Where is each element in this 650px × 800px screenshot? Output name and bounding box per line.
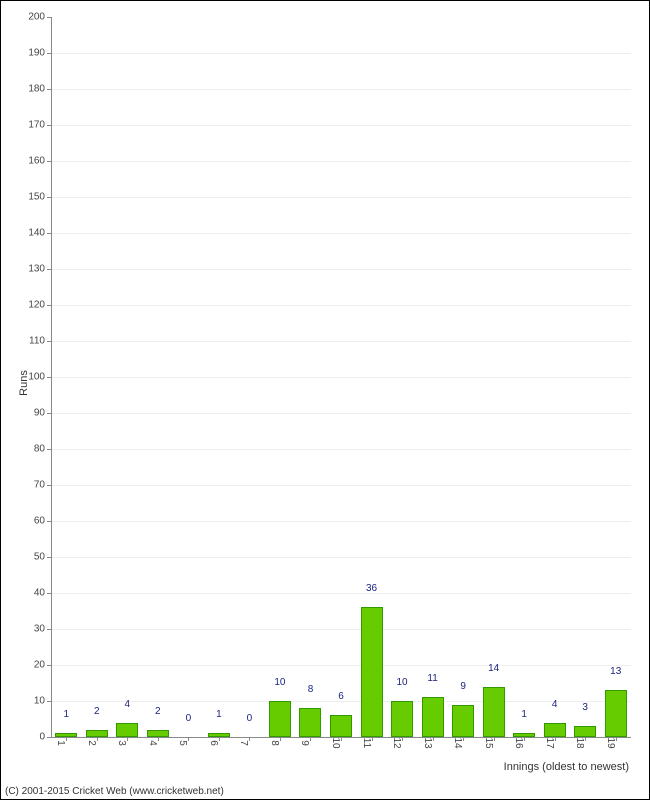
x-tick-label: 1 [55, 740, 66, 746]
y-axis-line [51, 17, 52, 737]
x-tick-label: 4 [147, 740, 158, 746]
bar-value-label: 6 [338, 691, 344, 702]
x-tick-label: 15 [483, 737, 494, 748]
bar-value-label: 11 [427, 673, 437, 684]
gridline [51, 521, 631, 522]
bar-value-label: 10 [396, 677, 407, 688]
bar-value-label: 0 [186, 713, 192, 724]
y-tick-label: 20 [34, 660, 45, 671]
x-tick-label: 16 [513, 737, 524, 748]
bar [483, 687, 505, 737]
bar [574, 726, 596, 737]
gridline [51, 377, 631, 378]
bar-value-label: 9 [460, 681, 466, 692]
x-tick-label: 8 [269, 740, 280, 746]
y-tick-label: 190 [28, 48, 45, 59]
bar [452, 705, 474, 737]
bar-value-label: 1 [521, 709, 527, 720]
plot-area: 0102030405060708090100110120130140150160… [51, 17, 631, 737]
x-tick-label: 17 [544, 737, 555, 748]
bar [269, 701, 291, 737]
bar-value-label: 0 [247, 713, 253, 724]
bar [544, 723, 566, 737]
y-axis-label: Runs [18, 370, 30, 396]
bar [391, 701, 413, 737]
gridline [51, 161, 631, 162]
y-tick-label: 170 [28, 120, 45, 131]
copyright-text: (C) 2001-2015 Cricket Web (www.cricketwe… [5, 786, 224, 797]
x-tick-label: 19 [605, 737, 616, 748]
bar-value-label: 14 [488, 663, 499, 674]
chart-frame: 0102030405060708090100110120130140150160… [0, 0, 650, 800]
y-tick-label: 140 [28, 228, 45, 239]
x-tick-label: 3 [116, 740, 127, 746]
bar [330, 715, 352, 737]
x-axis-line [51, 737, 631, 738]
bar [116, 723, 138, 737]
y-tick-label: 0 [39, 732, 45, 743]
y-tick-label: 70 [34, 480, 45, 491]
y-tick-label: 120 [28, 300, 45, 311]
x-tick-label: 12 [391, 737, 402, 748]
bar-value-label: 4 [125, 699, 131, 710]
y-tick-label: 130 [28, 264, 45, 275]
bar-value-label: 1 [216, 709, 222, 720]
x-tick-label: 9 [299, 740, 310, 746]
bar-value-label: 2 [155, 706, 161, 717]
gridline [51, 413, 631, 414]
gridline [51, 629, 631, 630]
y-tick-label: 80 [34, 444, 45, 455]
gridline [51, 233, 631, 234]
x-tick-label: 11 [361, 738, 372, 748]
gridline [51, 89, 631, 90]
y-tick-label: 180 [28, 84, 45, 95]
gridline [51, 593, 631, 594]
y-tick-label: 40 [34, 588, 45, 599]
x-tick-label: 2 [86, 740, 97, 746]
gridline [51, 665, 631, 666]
bar-value-label: 8 [308, 684, 314, 695]
bar [361, 607, 383, 737]
bar-value-label: 36 [366, 583, 377, 594]
gridline [51, 557, 631, 558]
y-tick-label: 150 [28, 192, 45, 203]
bar [299, 708, 321, 737]
bar [605, 690, 627, 737]
gridline [51, 197, 631, 198]
bar-value-label: 10 [274, 677, 285, 688]
x-tick-label: 5 [177, 740, 188, 746]
y-tick-label: 200 [28, 12, 45, 23]
gridline [51, 341, 631, 342]
gridline [51, 269, 631, 270]
gridline [51, 449, 631, 450]
y-tick-label: 110 [29, 336, 45, 347]
bar-value-label: 3 [582, 702, 588, 713]
x-tick-label: 13 [422, 737, 433, 748]
y-tick-label: 50 [34, 552, 45, 563]
bar-value-label: 4 [552, 699, 558, 710]
x-axis-label: Innings (oldest to newest) [504, 761, 629, 773]
gridline [51, 125, 631, 126]
x-tick-label: 7 [238, 740, 249, 746]
y-tick-label: 60 [34, 516, 45, 527]
gridline [51, 53, 631, 54]
bar-value-label: 2 [94, 706, 100, 717]
bar [147, 730, 169, 737]
y-tick-label: 90 [34, 408, 45, 419]
x-tick-label: 14 [452, 737, 463, 748]
y-tick-label: 100 [28, 372, 45, 383]
bar-value-label: 13 [610, 666, 621, 677]
x-tick-label: 6 [208, 740, 219, 746]
x-tick-label: 10 [330, 737, 341, 748]
gridline [51, 305, 631, 306]
bar [86, 730, 108, 737]
bar [422, 697, 444, 737]
bar-value-label: 1 [63, 709, 69, 720]
x-tick-label: 18 [574, 737, 585, 748]
y-tick-label: 10 [34, 696, 45, 707]
gridline [51, 485, 631, 486]
y-tick-label: 30 [34, 624, 45, 635]
y-tick-label: 160 [28, 156, 45, 167]
